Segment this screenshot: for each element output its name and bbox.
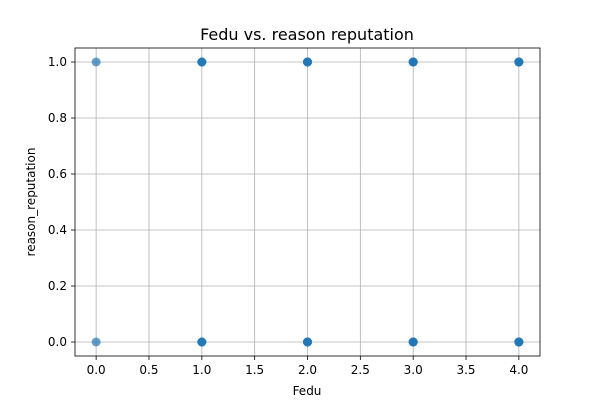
data-point bbox=[514, 337, 524, 347]
x-tick-label: 3.5 bbox=[456, 363, 475, 377]
data-point bbox=[303, 57, 312, 67]
x-tick-label: 3.0 bbox=[404, 363, 423, 377]
x-tick-label: 2.5 bbox=[351, 363, 370, 377]
y-tick-label: 0.8 bbox=[48, 111, 67, 125]
data-point bbox=[514, 57, 524, 67]
y-tick-label: 0.6 bbox=[48, 167, 67, 181]
x-axis-ticks: 0.0 0.5 1.0 1.5 2.0 2.5 3.0 3.5 4.0 bbox=[87, 356, 528, 377]
x-tick-label: 2.0 bbox=[298, 363, 317, 377]
data-point bbox=[91, 337, 101, 347]
x-tick-label: 0.5 bbox=[139, 363, 158, 377]
data-point bbox=[408, 57, 418, 67]
x-axis-label: Fedu bbox=[293, 384, 322, 398]
y-axis-ticks: 0.0 0.2 0.4 0.6 0.8 1.0 bbox=[48, 55, 75, 349]
grid bbox=[75, 48, 540, 356]
data-points bbox=[91, 57, 524, 347]
x-tick-label: 1.0 bbox=[192, 363, 211, 377]
data-point bbox=[303, 337, 312, 347]
chart-title: Fedu vs. reason reputation bbox=[200, 25, 414, 44]
data-point bbox=[197, 337, 207, 347]
y-tick-label: 0.4 bbox=[48, 223, 67, 237]
x-tick-label: 0.0 bbox=[87, 363, 106, 377]
y-tick-label: 0.2 bbox=[48, 279, 67, 293]
y-tick-label: 1.0 bbox=[48, 55, 67, 69]
y-tick-label: 0.0 bbox=[48, 335, 67, 349]
data-point bbox=[91, 57, 101, 67]
data-point bbox=[408, 337, 418, 347]
x-tick-label: 1.5 bbox=[245, 363, 264, 377]
data-point bbox=[197, 57, 207, 67]
x-tick-label: 4.0 bbox=[509, 363, 528, 377]
y-axis-label: reason_reputation bbox=[24, 148, 38, 257]
